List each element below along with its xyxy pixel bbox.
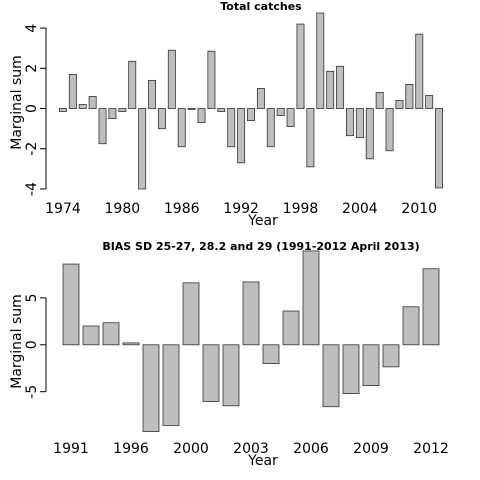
bar — [142, 344, 160, 432]
bar — [122, 342, 140, 346]
bar — [108, 108, 117, 119]
x-tick-label: 1992 — [223, 201, 259, 217]
bar — [118, 108, 127, 112]
y-tick-label: 0 — [24, 104, 40, 113]
bar — [148, 79, 156, 109]
chart-title: BIAS SD 25-27, 28.2 and 29 (1991-2012 Ap… — [102, 240, 419, 253]
y-tick-label: -5 — [24, 385, 40, 399]
y-tick-label: 5 — [24, 293, 40, 302]
x-tick-label: 2009 — [353, 441, 389, 457]
bar — [346, 108, 354, 137]
bar — [306, 108, 315, 168]
bar — [217, 108, 226, 112]
bar — [167, 49, 176, 109]
x-tick-label: 2010 — [401, 201, 437, 217]
bar — [296, 23, 305, 109]
y-tick-label: -2 — [24, 142, 40, 156]
x-tick-label: 1991 — [53, 441, 89, 457]
bar — [68, 73, 77, 109]
y-tick-label: 0 — [24, 340, 40, 349]
y-tick-label: 4 — [24, 24, 40, 33]
bar — [266, 108, 275, 148]
bar — [98, 108, 107, 145]
x-tick-label: 1974 — [45, 201, 81, 217]
bar — [157, 108, 166, 130]
bar — [128, 60, 137, 109]
bar — [162, 344, 180, 426]
bar — [422, 268, 440, 346]
bar — [375, 92, 384, 109]
bar — [402, 306, 420, 346]
y-tick-label: -4 — [24, 182, 40, 196]
bar — [88, 96, 97, 109]
bar — [385, 108, 394, 152]
y-axis-label: Marginal sum — [9, 294, 25, 389]
bar — [355, 108, 364, 139]
bar — [207, 50, 216, 109]
x-tick-label: 1986 — [164, 201, 200, 217]
x-tick-label: 2000 — [173, 441, 209, 457]
bar — [138, 108, 147, 190]
bar — [247, 108, 255, 121]
bar — [326, 70, 335, 109]
bar — [242, 281, 260, 346]
bar — [382, 344, 400, 368]
x-tick-label: 2004 — [342, 201, 378, 217]
bar — [395, 100, 404, 109]
bar — [187, 108, 196, 110]
bar — [365, 108, 374, 160]
bar — [282, 310, 300, 346]
bar — [197, 108, 206, 124]
x-tick-label: 1996 — [113, 441, 149, 457]
bar — [405, 84, 414, 109]
bar — [177, 108, 186, 148]
bar — [435, 108, 444, 189]
bar — [302, 250, 320, 346]
bar — [336, 65, 345, 109]
bar — [256, 88, 265, 109]
bar — [78, 104, 87, 109]
y-tick-label: 2 — [24, 64, 40, 73]
bar — [182, 282, 200, 346]
bar — [276, 108, 285, 116]
bar — [342, 344, 360, 394]
bar — [415, 33, 424, 109]
x-tick-label: 2003 — [233, 441, 269, 457]
x-tick-label: 2006 — [293, 441, 329, 457]
bar — [102, 322, 120, 346]
x-tick-label: 1998 — [283, 201, 319, 217]
bar — [222, 344, 240, 407]
bar — [286, 108, 295, 128]
bar — [316, 12, 325, 109]
bar — [202, 344, 220, 402]
bar — [62, 263, 80, 346]
x-tick-label: 2012 — [413, 441, 449, 457]
bar — [237, 108, 246, 164]
x-axis-label: Year — [247, 213, 278, 229]
bar — [262, 344, 280, 364]
x-axis-label: Year — [247, 453, 278, 469]
chart-title: Total catches — [220, 0, 302, 13]
bar — [227, 108, 236, 148]
bar — [322, 344, 340, 408]
y-axis-label: Marginal sum — [9, 55, 25, 150]
bar — [425, 95, 434, 109]
bar — [82, 325, 100, 346]
x-tick-label: 1980 — [105, 201, 141, 217]
bar — [58, 108, 67, 112]
bar — [362, 344, 380, 387]
